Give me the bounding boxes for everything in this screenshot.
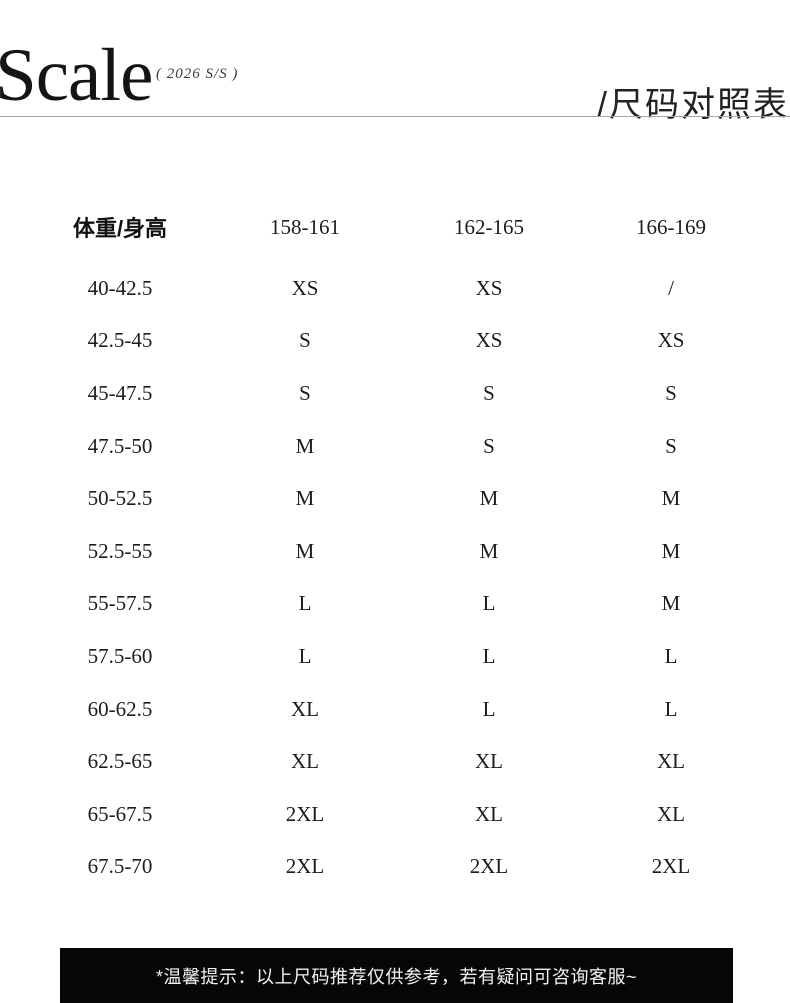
weight-range-cell: 55-57.5 [87, 591, 153, 616]
footer-note-text: *温馨提示：以上尺码推荐仅供参考，若有疑问可咨询客服~ [155, 966, 637, 987]
table-row: 67.5-70 2XL 2XL 2XL [28, 841, 762, 894]
table-row: 55-57.5 L L M [28, 578, 762, 631]
table-row: 47.5-50 M S S [28, 420, 762, 473]
size-cell: M [661, 538, 681, 563]
size-cell: 2XL [285, 801, 325, 826]
size-cell: L [664, 696, 678, 721]
size-table-header-row: 体重/身高 158-161 162-165 166-169 [28, 200, 762, 254]
page-title: /尺码对照表 [597, 86, 789, 124]
size-cell: XS [475, 275, 503, 300]
size-cell: S [665, 433, 677, 458]
size-cell: XL [291, 749, 319, 774]
table-row: 45-47.5 S S S [28, 367, 762, 420]
weight-range-cell: 50-52.5 [87, 486, 153, 511]
size-cell: 2XL [469, 854, 509, 879]
size-cell: L [482, 696, 496, 721]
size-cell: XL [657, 749, 685, 774]
weight-range-cell: 42.5-45 [87, 328, 153, 353]
weight-range-cell: 40-42.5 [87, 275, 153, 300]
size-cell: M [661, 591, 681, 616]
table-row: 42.5-45 S XS XS [28, 315, 762, 368]
weight-range-cell: 52.5-55 [87, 538, 153, 563]
footer-note-bar: *温馨提示：以上尺码推荐仅供参考，若有疑问可咨询客服~ [60, 948, 733, 1003]
size-cell: L [482, 643, 496, 668]
size-cell: XL [475, 749, 503, 774]
size-cell: L [482, 591, 496, 616]
season-label: ( 2026 S/S ) [156, 66, 239, 82]
weight-range-cell: 45-47.5 [87, 380, 153, 405]
size-cell: XS [475, 328, 503, 353]
weight-range-cell: 65-67.5 [87, 801, 153, 826]
size-cell: S [483, 433, 495, 458]
column-header-height-162-165: 162-165 [454, 214, 524, 239]
size-cell: XL [475, 801, 503, 826]
table-row: 62.5-65 XL XL XL [28, 735, 762, 788]
table-row: 50-52.5 M M M [28, 472, 762, 525]
size-cell: L [298, 643, 312, 668]
size-cell: S [483, 380, 495, 405]
header-divider [0, 116, 790, 117]
size-cell: M [661, 486, 681, 511]
size-table: 体重/身高 158-161 162-165 166-169 40-42.5 XS X… [28, 200, 762, 893]
size-cell: M [295, 433, 315, 458]
column-header-weight-height: 体重/身高 [72, 216, 168, 241]
table-row: 52.5-55 M M M [28, 525, 762, 578]
size-cell: XS [291, 275, 319, 300]
table-row: 40-42.5 XS XS / [28, 262, 762, 315]
size-cell: XS [657, 328, 685, 353]
brand-title: Scale [0, 34, 153, 117]
size-cell: M [295, 538, 315, 563]
size-cell: S [299, 328, 311, 353]
size-cell: M [479, 486, 499, 511]
table-row: 65-67.5 2XL XL XL [28, 788, 762, 841]
column-header-height-166-169: 166-169 [636, 214, 706, 239]
size-cell: 2XL [285, 854, 325, 879]
weight-range-cell: 57.5-60 [87, 643, 153, 668]
size-cell: M [295, 486, 315, 511]
weight-range-cell: 67.5-70 [87, 854, 153, 879]
size-cell: / [668, 275, 674, 300]
size-cell: S [299, 380, 311, 405]
size-cell: L [664, 643, 678, 668]
size-cell: 2XL [651, 854, 691, 879]
weight-range-cell: 47.5-50 [87, 433, 153, 458]
size-cell: XL [657, 801, 685, 826]
weight-range-cell: 62.5-65 [87, 749, 153, 774]
size-cell: S [665, 380, 677, 405]
weight-range-cell: 60-62.5 [87, 696, 153, 721]
size-cell: M [479, 538, 499, 563]
size-cell: XL [291, 696, 319, 721]
size-table-body: 40-42.5 XS XS/42.5-45 S XS XS 45-47.5 S S S 47.5-5… [28, 262, 762, 893]
table-row: 60-62.5 XL L L [28, 683, 762, 736]
size-cell: L [298, 591, 312, 616]
column-header-height-158-161: 158-161 [270, 214, 340, 239]
table-row: 57.5-60 L L L [28, 630, 762, 683]
